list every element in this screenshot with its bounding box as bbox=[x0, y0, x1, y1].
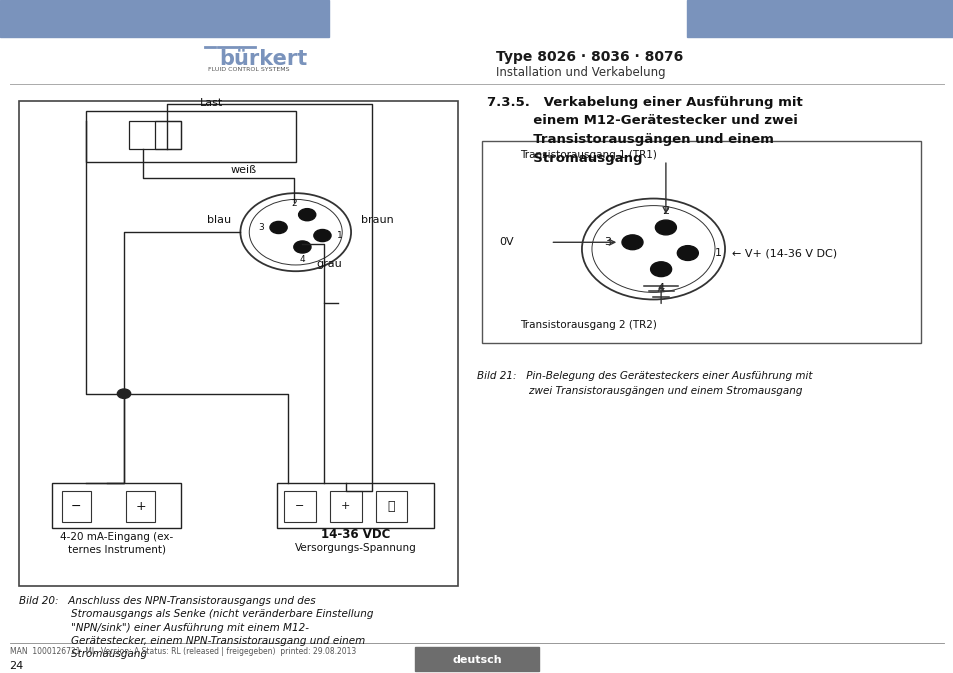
Text: 4: 4 bbox=[657, 283, 664, 293]
Text: 4: 4 bbox=[299, 254, 305, 264]
Text: Bild 20:   Anschluss des NPN-Transistorausgangs und des: Bild 20: Anschluss des NPN-Transistoraus… bbox=[19, 596, 315, 606]
Text: weiß: weiß bbox=[230, 165, 256, 175]
Text: zwei Transistorausgängen und einem Stromausgang: zwei Transistorausgängen und einem Strom… bbox=[476, 386, 801, 396]
Circle shape bbox=[270, 221, 287, 234]
Bar bbox=[284, 491, 315, 522]
Circle shape bbox=[650, 262, 671, 277]
Text: Bild 21:   Pin-Belegung des Gerätesteckers einer Ausführung mit: Bild 21: Pin-Belegung des Gerätesteckers… bbox=[476, 371, 812, 382]
Bar bbox=[375, 491, 407, 522]
Text: einem M12-Gerätestecker und zwei: einem M12-Gerätestecker und zwei bbox=[486, 114, 797, 127]
Bar bbox=[154, 121, 181, 149]
Bar bbox=[129, 121, 181, 149]
Text: 1: 1 bbox=[714, 248, 721, 258]
Text: 2: 2 bbox=[291, 199, 296, 209]
Circle shape bbox=[655, 220, 676, 235]
Bar bbox=[126, 491, 154, 522]
Text: braun: braun bbox=[360, 215, 393, 225]
Bar bbox=[415, 647, 538, 671]
Bar bbox=[276, 483, 434, 528]
Text: FLUID CONTROL SYSTEMS: FLUID CONTROL SYSTEMS bbox=[208, 67, 289, 73]
Bar bbox=[86, 111, 295, 162]
Circle shape bbox=[298, 209, 315, 221]
Text: ← V+ (14-36 V DC): ← V+ (14-36 V DC) bbox=[731, 248, 836, 258]
Text: +: + bbox=[135, 499, 146, 513]
Text: 14-36 VDC: 14-36 VDC bbox=[320, 528, 390, 541]
Text: 2: 2 bbox=[661, 207, 669, 216]
Text: +: + bbox=[340, 501, 350, 511]
Bar bbox=[19, 101, 457, 586]
Text: bürkert: bürkert bbox=[219, 48, 308, 69]
Circle shape bbox=[677, 246, 698, 260]
Text: blau: blau bbox=[207, 215, 231, 225]
Text: 7.3.5.   Verkabelung einer Ausführung mit: 7.3.5. Verkabelung einer Ausführung mit bbox=[486, 96, 801, 108]
Text: Gerätestecker, einem NPN-Transistorausgang und einem: Gerätestecker, einem NPN-Transistorausga… bbox=[19, 636, 365, 646]
Text: ternes Instrument): ternes Instrument) bbox=[68, 544, 166, 555]
Bar bbox=[52, 483, 181, 528]
Text: Type 8026 · 8036 · 8076: Type 8026 · 8036 · 8076 bbox=[496, 50, 682, 64]
Text: 24: 24 bbox=[10, 662, 24, 671]
Text: Versorgungs-Spannung: Versorgungs-Spannung bbox=[294, 542, 416, 553]
Circle shape bbox=[621, 235, 642, 250]
Text: MAN  1000126721  ML  Version: A Status: RL (released | freigegeben)  printed: 29: MAN 1000126721 ML Version: A Status: RL … bbox=[10, 647, 355, 656]
Text: Stromausgang: Stromausgang bbox=[486, 152, 641, 165]
Text: Stromausgangs als Senke (nicht veränderbare Einstellung: Stromausgangs als Senke (nicht veränderb… bbox=[19, 609, 374, 619]
Bar bbox=[481, 141, 920, 343]
Circle shape bbox=[294, 241, 311, 253]
Text: Installation und Verkabelung: Installation und Verkabelung bbox=[496, 65, 665, 79]
Text: 1: 1 bbox=[336, 231, 342, 240]
Text: deutsch: deutsch bbox=[452, 656, 501, 665]
Bar bbox=[686, 0, 953, 37]
Text: "NPN/sink") einer Ausführung mit einem M12-: "NPN/sink") einer Ausführung mit einem M… bbox=[19, 623, 309, 633]
Text: Transistorausgang 1 (TR1): Transistorausgang 1 (TR1) bbox=[519, 150, 656, 160]
Text: 3: 3 bbox=[258, 223, 264, 232]
Text: ⏚: ⏚ bbox=[387, 499, 395, 513]
Text: 3: 3 bbox=[603, 238, 611, 247]
Bar bbox=[0, 0, 329, 37]
Text: −: − bbox=[71, 499, 82, 513]
Circle shape bbox=[314, 229, 331, 242]
Text: 4-20 mA-Eingang (ex-: 4-20 mA-Eingang (ex- bbox=[60, 532, 173, 542]
Text: grau: grau bbox=[316, 260, 342, 269]
Text: Transistorausgang 2 (TR2): Transistorausgang 2 (TR2) bbox=[519, 320, 656, 330]
Bar bbox=[62, 491, 91, 522]
Text: Transistorausgängen und einem: Transistorausgängen und einem bbox=[486, 133, 773, 146]
Text: Stromausgang: Stromausgang bbox=[19, 649, 147, 660]
Text: 0V: 0V bbox=[498, 238, 513, 247]
Text: Last: Last bbox=[200, 98, 223, 108]
Circle shape bbox=[117, 389, 131, 398]
Bar bbox=[330, 491, 361, 522]
Text: −: − bbox=[294, 501, 304, 511]
